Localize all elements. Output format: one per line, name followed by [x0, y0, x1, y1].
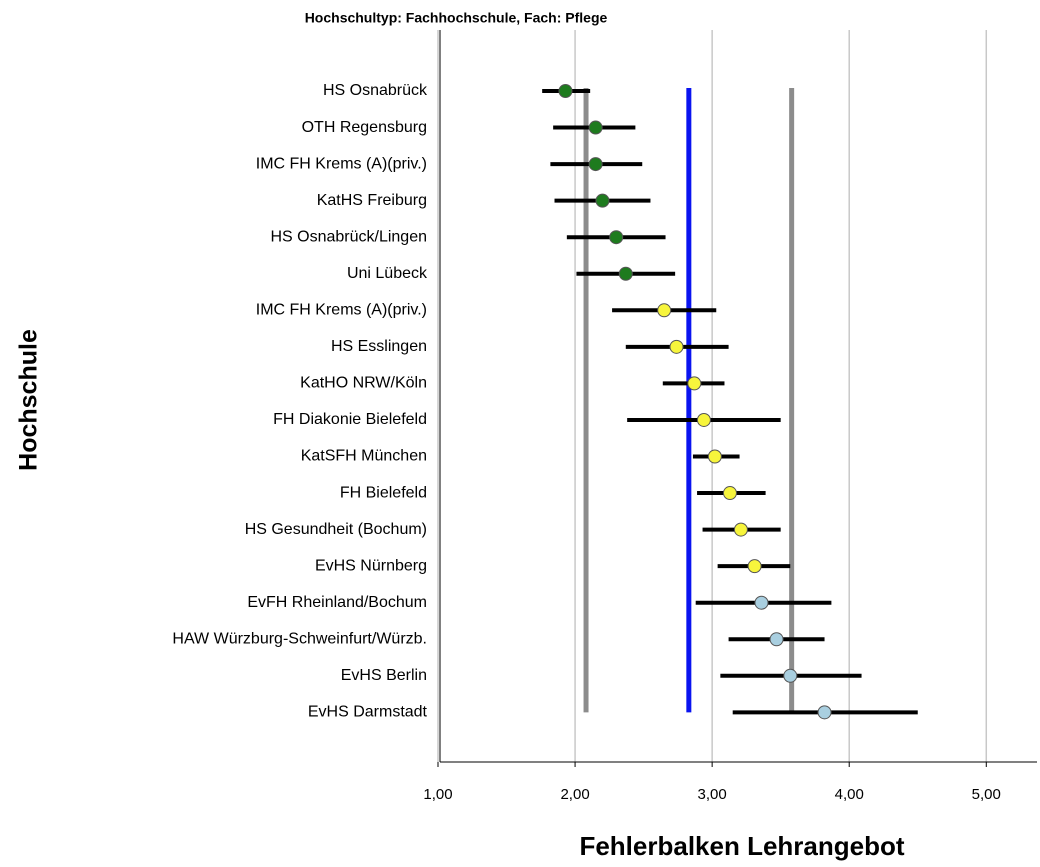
- y-tick-label: EvHS Darmstadt: [308, 704, 428, 721]
- point: [618, 266, 633, 281]
- point: [657, 303, 672, 318]
- x-tick-label: 1,00: [423, 786, 452, 803]
- y-tick-label: EvHS Berlin: [341, 667, 427, 684]
- y-tick-label: KatSFH München: [301, 448, 427, 465]
- point: [722, 486, 737, 501]
- point: [733, 522, 748, 537]
- point: [817, 705, 832, 720]
- y-tick-label: KatHO NRW/Köln: [300, 375, 427, 392]
- point: [769, 632, 784, 647]
- y-tick-label: HS Osnabrück/Lingen: [270, 228, 427, 245]
- point: [558, 84, 573, 98]
- y-tick-label: IMC FH Krems (A)(priv.): [256, 155, 427, 172]
- y-tick-label: FH Bielefeld: [340, 484, 427, 501]
- point: [588, 120, 603, 135]
- point: [669, 339, 684, 354]
- y-tick-label: IMC FH Krems (A)(priv.): [256, 302, 427, 319]
- point: [707, 449, 722, 464]
- x-tick-label: 3,00: [698, 786, 727, 803]
- point: [595, 193, 610, 208]
- y-tick-label: KatHS Freiburg: [317, 192, 427, 209]
- y-tick-label: HAW Würzburg-Schweinfurt/Würzb.: [172, 630, 427, 647]
- x-tick-label: 4,00: [835, 786, 864, 803]
- y-axis-label: Hochschule: [15, 329, 43, 471]
- y-tick-label: OTH Regensburg: [302, 119, 427, 136]
- y-tick-label: EvHS Nürnberg: [315, 557, 427, 574]
- x-tick-label: 5,00: [972, 786, 1001, 803]
- x-tick-label: 2,00: [560, 786, 589, 803]
- y-tick-label: HS Osnabrück: [323, 82, 428, 99]
- y-tick-label: EvFH Rheinland/Bochum: [247, 594, 427, 611]
- y-tick-label: FH Diakonie Bielefeld: [273, 411, 427, 428]
- point: [609, 230, 624, 245]
- x-axis-label: Fehlerbalken Lehrangebot: [579, 831, 904, 861]
- y-tick-label: Uni Lübeck: [347, 265, 428, 282]
- point: [588, 157, 603, 172]
- y-tick-label: HS Esslingen: [331, 338, 427, 355]
- chart-title: Hochschultyp: Fachhochschule, Fach: Pfle…: [305, 10, 608, 26]
- point: [687, 376, 702, 391]
- y-tick-label: HS Gesundheit (Bochum): [245, 521, 427, 538]
- point: [696, 412, 711, 427]
- point: [754, 595, 769, 610]
- point: [783, 668, 798, 683]
- point: [747, 559, 762, 574]
